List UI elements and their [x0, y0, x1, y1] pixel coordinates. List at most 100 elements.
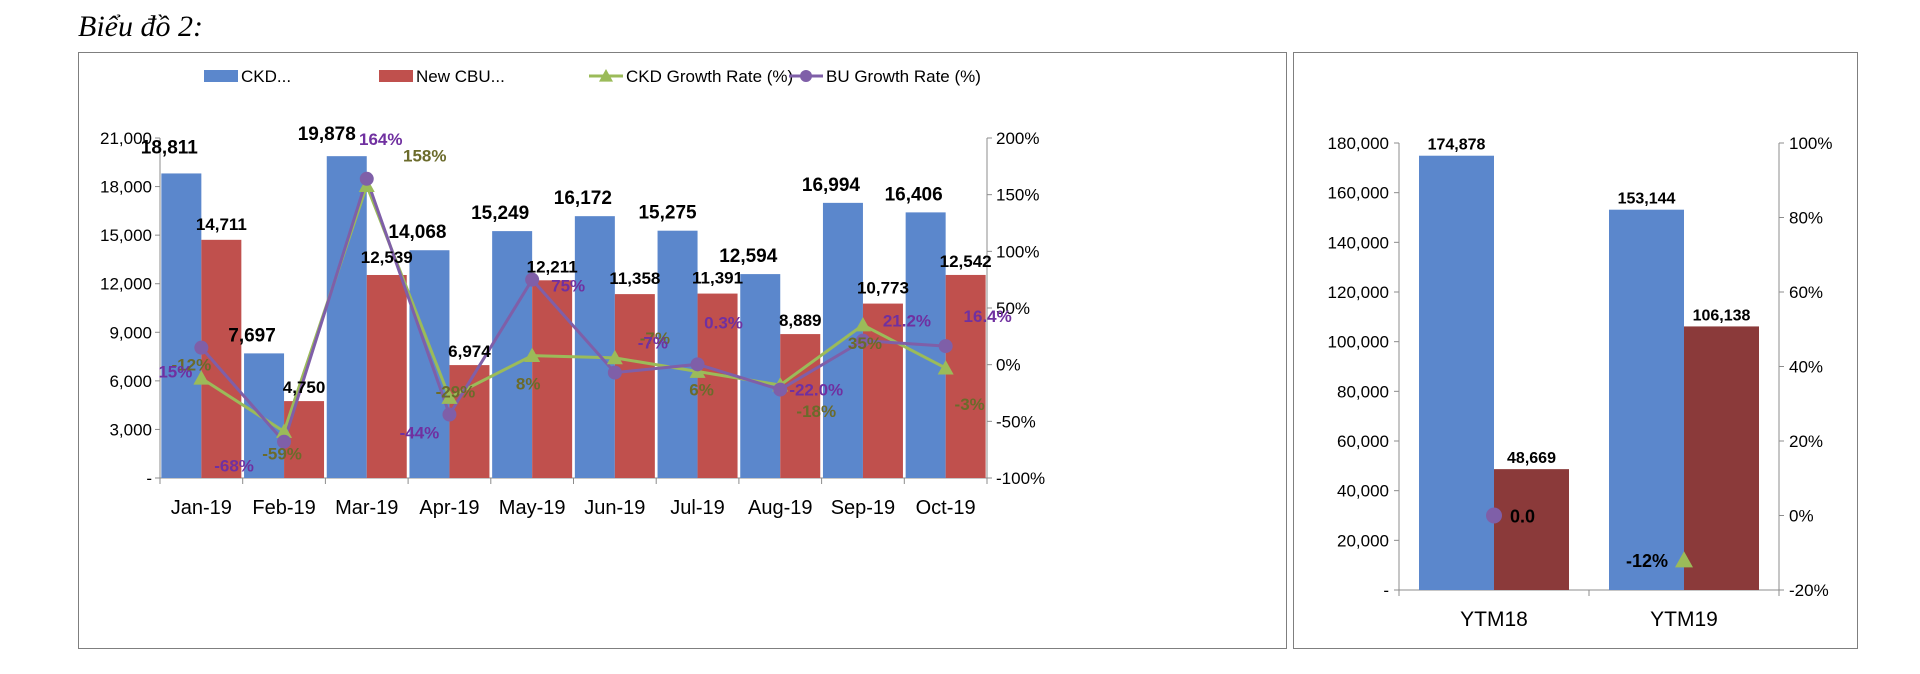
bu-growth-marker — [194, 340, 209, 355]
right-tick-label: 100% — [1789, 134, 1832, 153]
cbu-bar — [532, 280, 573, 478]
bu-growth-label: -7% — [638, 334, 668, 353]
x-tick-label: Sep-19 — [831, 497, 896, 519]
ckd-value-label: 14,068 — [388, 222, 446, 243]
bu-growth-label: 21.2% — [883, 312, 931, 331]
monthly-chart-panel: - 3,000 6,000 9,000 12,000 15,000 18,000 21,000… — [78, 52, 1287, 649]
right-tick-label: 0% — [996, 356, 1021, 375]
ckd-growth-label: 35% — [848, 334, 882, 353]
legend-label-ckd-growth: CKD Growth Rate (%) — [626, 67, 793, 86]
ckd-value-label: 15,275 — [638, 203, 697, 224]
right-tick-label: 50% — [996, 299, 1030, 318]
right-tick-label: -50% — [996, 412, 1036, 431]
ckd-growth-ytd-label: -12% — [1626, 551, 1668, 571]
bu-growth-label: 164% — [359, 130, 402, 149]
cbu-bar — [862, 303, 903, 478]
cbu-value-label: 6,974 — [448, 342, 491, 361]
ckd-bar — [574, 216, 615, 479]
cbu-value-label: 12,539 — [361, 248, 413, 267]
legend-label-ckd: CKD... — [241, 67, 291, 86]
ckd-bar — [657, 230, 698, 478]
cbu-ytd-bar — [1494, 469, 1569, 590]
bu-growth-marker — [855, 333, 870, 348]
right-tick-label: 100% — [996, 242, 1039, 261]
ckd-growth-marker — [441, 389, 458, 404]
legend-marker-bu-growth — [800, 70, 812, 82]
cbu-bar — [697, 293, 738, 478]
bu-growth-marker — [607, 365, 622, 380]
cbu-ytd-bar — [1684, 326, 1759, 590]
ckd-ytd-bar — [1419, 155, 1494, 590]
left-tick-label: 60,000 — [1337, 432, 1389, 451]
bu-growth-marker — [442, 407, 457, 422]
bu-growth-marker — [359, 171, 374, 186]
x-tick-label: Oct-19 — [916, 497, 976, 519]
left-tick-label: 160,000 — [1328, 184, 1389, 203]
left-tick-label: 21,000 — [100, 129, 152, 148]
ckd-growth-marker — [524, 347, 541, 362]
ckd-growth-marker — [937, 360, 954, 375]
x-tick-label: YTM18 — [1460, 608, 1528, 631]
ckd-growth-label: -29% — [436, 383, 476, 402]
x-tick-label: May-19 — [499, 497, 566, 519]
left-tick-label: - — [146, 469, 152, 488]
left-tick-label: 140,000 — [1328, 233, 1389, 252]
cbu-value-label: 8,889 — [779, 311, 822, 330]
ytd-chart-panel: - 20,000 40,000 60,000 80,000 100,000 120,000 1… — [1293, 52, 1858, 649]
ckd-growth-label: 6% — [689, 380, 714, 399]
ckd-bar — [740, 274, 781, 478]
cbu-bar — [201, 239, 242, 478]
ckd-value-label: 18,811 — [141, 137, 198, 158]
chart-caption: Biểu đồ 2: — [78, 10, 203, 43]
x-tick-label: Jul-19 — [670, 497, 724, 519]
left-tick-label: 180,000 — [1328, 134, 1389, 153]
x-tick-label: Jun-19 — [584, 497, 645, 519]
cbu-value-label: 12,542 — [940, 252, 992, 271]
ckd-growth-label: -59% — [262, 445, 302, 464]
x-tick-label: Mar-19 — [335, 497, 398, 519]
right-tick-label: 60% — [1789, 283, 1823, 302]
bu-growth-marker — [277, 434, 292, 449]
ckd-bar — [244, 353, 285, 478]
bu-growth-label: 15% — [158, 363, 192, 382]
bu-growth-label: 0.3% — [704, 313, 743, 332]
x-tick-label: YTM19 — [1650, 608, 1718, 631]
ckd-value-label: 16,994 — [802, 175, 861, 196]
bu-growth-ytd-marker — [1486, 507, 1502, 524]
x-tick-label: Apr-19 — [419, 497, 479, 519]
left-tick-label: 6,000 — [109, 372, 152, 391]
cbu-ytd-value-label: 106,138 — [1693, 307, 1751, 324]
left-tick-label: 120,000 — [1328, 283, 1389, 302]
legend-label-bu-growth: BU Growth Rate (%) — [826, 67, 981, 86]
cbu-ytd-value-label: 48,669 — [1507, 450, 1556, 467]
legend-swatch-ckd — [204, 70, 238, 82]
ckd-growth-marker — [854, 317, 871, 332]
x-tick-label: Feb-19 — [252, 497, 315, 519]
ckd-bar — [409, 250, 450, 478]
left-tick-label: 12,000 — [100, 275, 152, 294]
cbu-bar — [366, 274, 407, 478]
ckd-bar — [492, 231, 533, 478]
cbu-bar — [945, 274, 986, 478]
left-tick-label: 18,000 — [100, 178, 152, 197]
right-tick-label: -100% — [996, 469, 1045, 488]
ckd-ytd-bar — [1609, 209, 1684, 591]
cbu-value-label: 11,391 — [692, 269, 743, 288]
cbu-value-label: 14,711 — [196, 215, 247, 234]
legend-label-cbu: New CBU... — [416, 67, 505, 86]
ckd-growth-label: 158% — [403, 147, 446, 166]
right-tick-label: -20% — [1789, 581, 1829, 600]
right-tick-label: 200% — [996, 129, 1039, 148]
legend-swatch-cbu — [379, 70, 413, 82]
bu-growth-label: -22.0% — [789, 381, 843, 400]
left-tick-label: 9,000 — [109, 323, 152, 342]
ckd-bar — [161, 173, 202, 478]
chart-legend: CKD... New CBU... CKD Growth Rate (%) BU Gr… — [204, 67, 981, 86]
right-tick-label: 0% — [1789, 507, 1814, 526]
ckd-growth-label: -7% — [640, 329, 670, 348]
right-tick-label: 80% — [1789, 209, 1823, 228]
cbu-bar — [780, 334, 821, 478]
cbu-value-label: 11,358 — [609, 269, 660, 288]
monthly-chart: - 3,000 6,000 9,000 12,000 15,000 18,000 21,000… — [100, 67, 1045, 519]
ckd-growth-ytd-marker — [1675, 551, 1693, 568]
